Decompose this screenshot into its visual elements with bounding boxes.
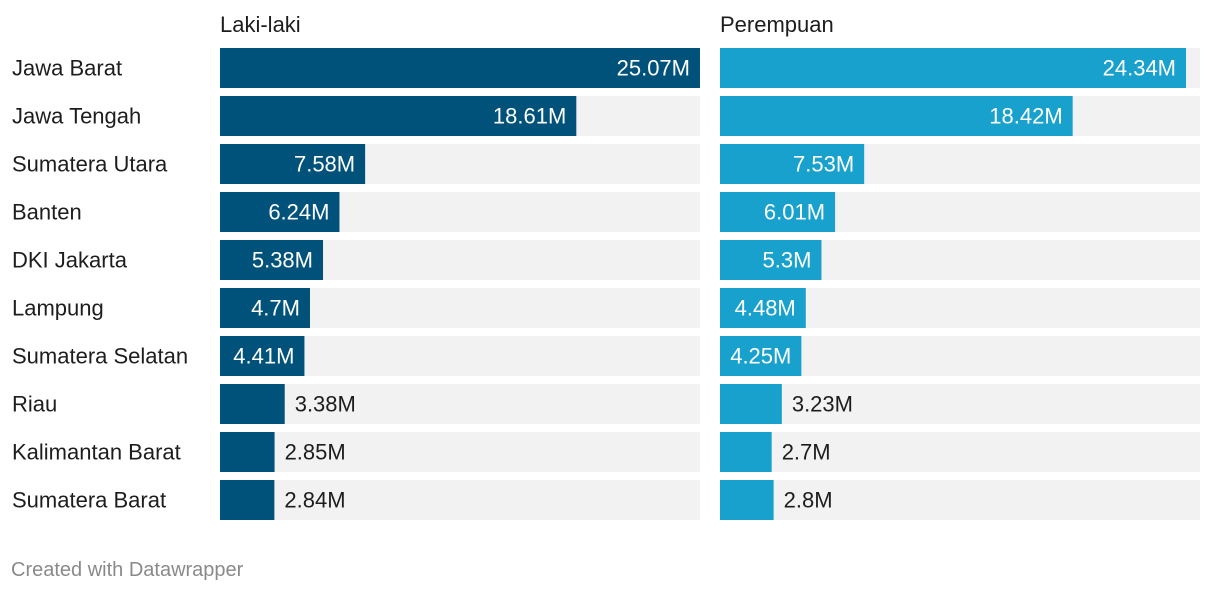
value-label-laki-laki-riau: 3.38M [295,392,356,417]
value-label-perempuan-banten: 6.01M [764,200,825,225]
bar-laki-laki-banten [220,192,340,232]
value-label-perempuan-dki-jakarta: 5.3M [763,248,812,273]
category-label-lampung: Lampung [12,296,104,321]
bar-track-laki-laki-kalimantan-barat [220,432,700,472]
value-label-perempuan-kalimantan-barat: 2.7M [782,440,831,465]
bar-track-laki-laki-sumatera-barat [220,480,700,520]
category-label-riau: Riau [12,392,57,417]
bar-laki-laki-riau [220,384,285,424]
series-header-laki-laki: Laki-laki [220,12,301,37]
value-label-laki-laki-kalimantan-barat: 2.85M [285,440,346,465]
category-label-banten: Banten [12,200,82,225]
value-label-laki-laki-sumatera-selatan: 4.41M [233,344,294,369]
value-label-perempuan-sumatera-barat: 2.8M [784,488,833,513]
category-label-jawa-barat: Jawa Barat [12,56,122,81]
value-label-perempuan-lampung: 4.48M [735,296,796,321]
value-label-laki-laki-jawa-tengah: 18.61M [493,104,566,129]
bar-laki-laki-jawa-barat [220,48,700,88]
footer-credit: Created with Datawrapper [11,559,244,581]
bar-perempuan-riau [720,384,782,424]
bar-perempuan-jawa-barat [720,48,1187,88]
bar-laki-laki-sumatera-barat [220,480,275,520]
bar-perempuan-kalimantan-barat [720,432,772,472]
value-label-perempuan-sumatera-selatan: 4.25M [730,344,791,369]
bar-track-perempuan-riau [720,384,1200,424]
category-label-sumatera-barat: Sumatera Barat [12,488,166,513]
value-label-perempuan-jawa-tengah: 18.42M [989,104,1062,129]
bar-laki-laki-jawa-tengah [220,96,577,136]
bar-perempuan-dki-jakarta [720,240,822,280]
bar-perempuan-sumatera-selatan [720,336,802,376]
bar-laki-laki-sumatera-utara [220,144,366,184]
value-label-laki-laki-jawa-barat: 25.07M [617,56,690,81]
value-label-laki-laki-lampung: 4.7M [251,296,300,321]
bar-perempuan-sumatera-barat [720,480,774,520]
bar-laki-laki-lampung [220,288,310,328]
value-label-perempuan-riau: 3.23M [792,392,853,417]
value-label-perempuan-sumatera-utara: 7.53M [793,152,854,177]
value-label-laki-laki-dki-jakarta: 5.38M [252,248,313,273]
value-label-laki-laki-banten: 6.24M [268,200,329,225]
value-label-laki-laki-sumatera-barat: 2.84M [284,488,345,513]
bar-track-perempuan-kalimantan-barat [720,432,1200,472]
category-label-sumatera-utara: Sumatera Utara [12,152,168,177]
bar-laki-laki-kalimantan-barat [220,432,275,472]
bar-perempuan-sumatera-utara [720,144,865,184]
bar-track-perempuan-sumatera-barat [720,480,1200,520]
category-label-sumatera-selatan: Sumatera Selatan [12,344,188,369]
value-label-perempuan-jawa-barat: 24.34M [1103,56,1176,81]
bar-laki-laki-sumatera-selatan [220,336,305,376]
category-label-kalimantan-barat: Kalimantan Barat [12,440,181,465]
category-label-dki-jakarta: DKI Jakarta [12,248,128,273]
bar-laki-laki-dki-jakarta [220,240,324,280]
bar-track-laki-laki-riau [220,384,700,424]
bar-perempuan-jawa-tengah [720,96,1073,136]
value-label-laki-laki-sumatera-utara: 7.58M [294,152,355,177]
bar-perempuan-banten [720,192,836,232]
bar-perempuan-lampung [720,288,806,328]
series-header-perempuan: Perempuan [720,12,834,37]
category-label-jawa-tengah: Jawa Tengah [12,104,141,129]
